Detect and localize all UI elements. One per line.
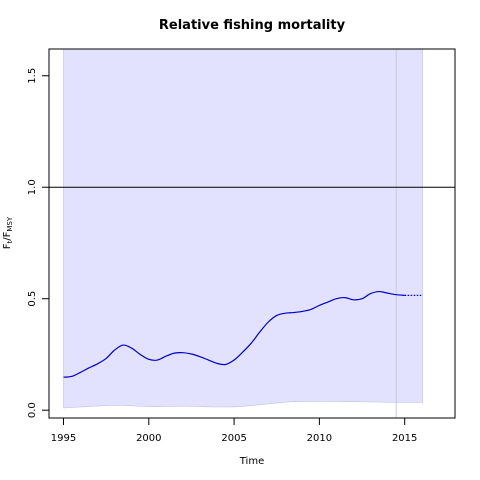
y-tick-label: 0.0 (27, 402, 38, 418)
y-axis-label: Ft/FMSY (2, 216, 14, 249)
x-tick-label: 2000 (136, 433, 161, 444)
x-tick-label: 2010 (307, 433, 332, 444)
y-axis: 0.0 0.5 1.0 1.5 (27, 68, 50, 418)
chart-title: Relative fishing mortality (159, 18, 346, 33)
x-axis: 1995 2000 2005 2010 2015 (51, 417, 417, 444)
x-tick-label: 2015 (392, 433, 417, 444)
x-tick-label: 2005 (221, 433, 246, 444)
plot-region (49, 48, 455, 418)
x-axis-label: Time (239, 456, 264, 467)
estimate-line (63, 290, 405, 378)
y-tick-label: 1.5 (27, 68, 38, 84)
series-lines (63, 290, 423, 378)
x-tick-label: 1995 (51, 433, 76, 444)
y-tick-label: 0.5 (27, 291, 38, 307)
y-tick-label: 1.0 (27, 179, 38, 195)
confidence-band (63, 48, 423, 409)
